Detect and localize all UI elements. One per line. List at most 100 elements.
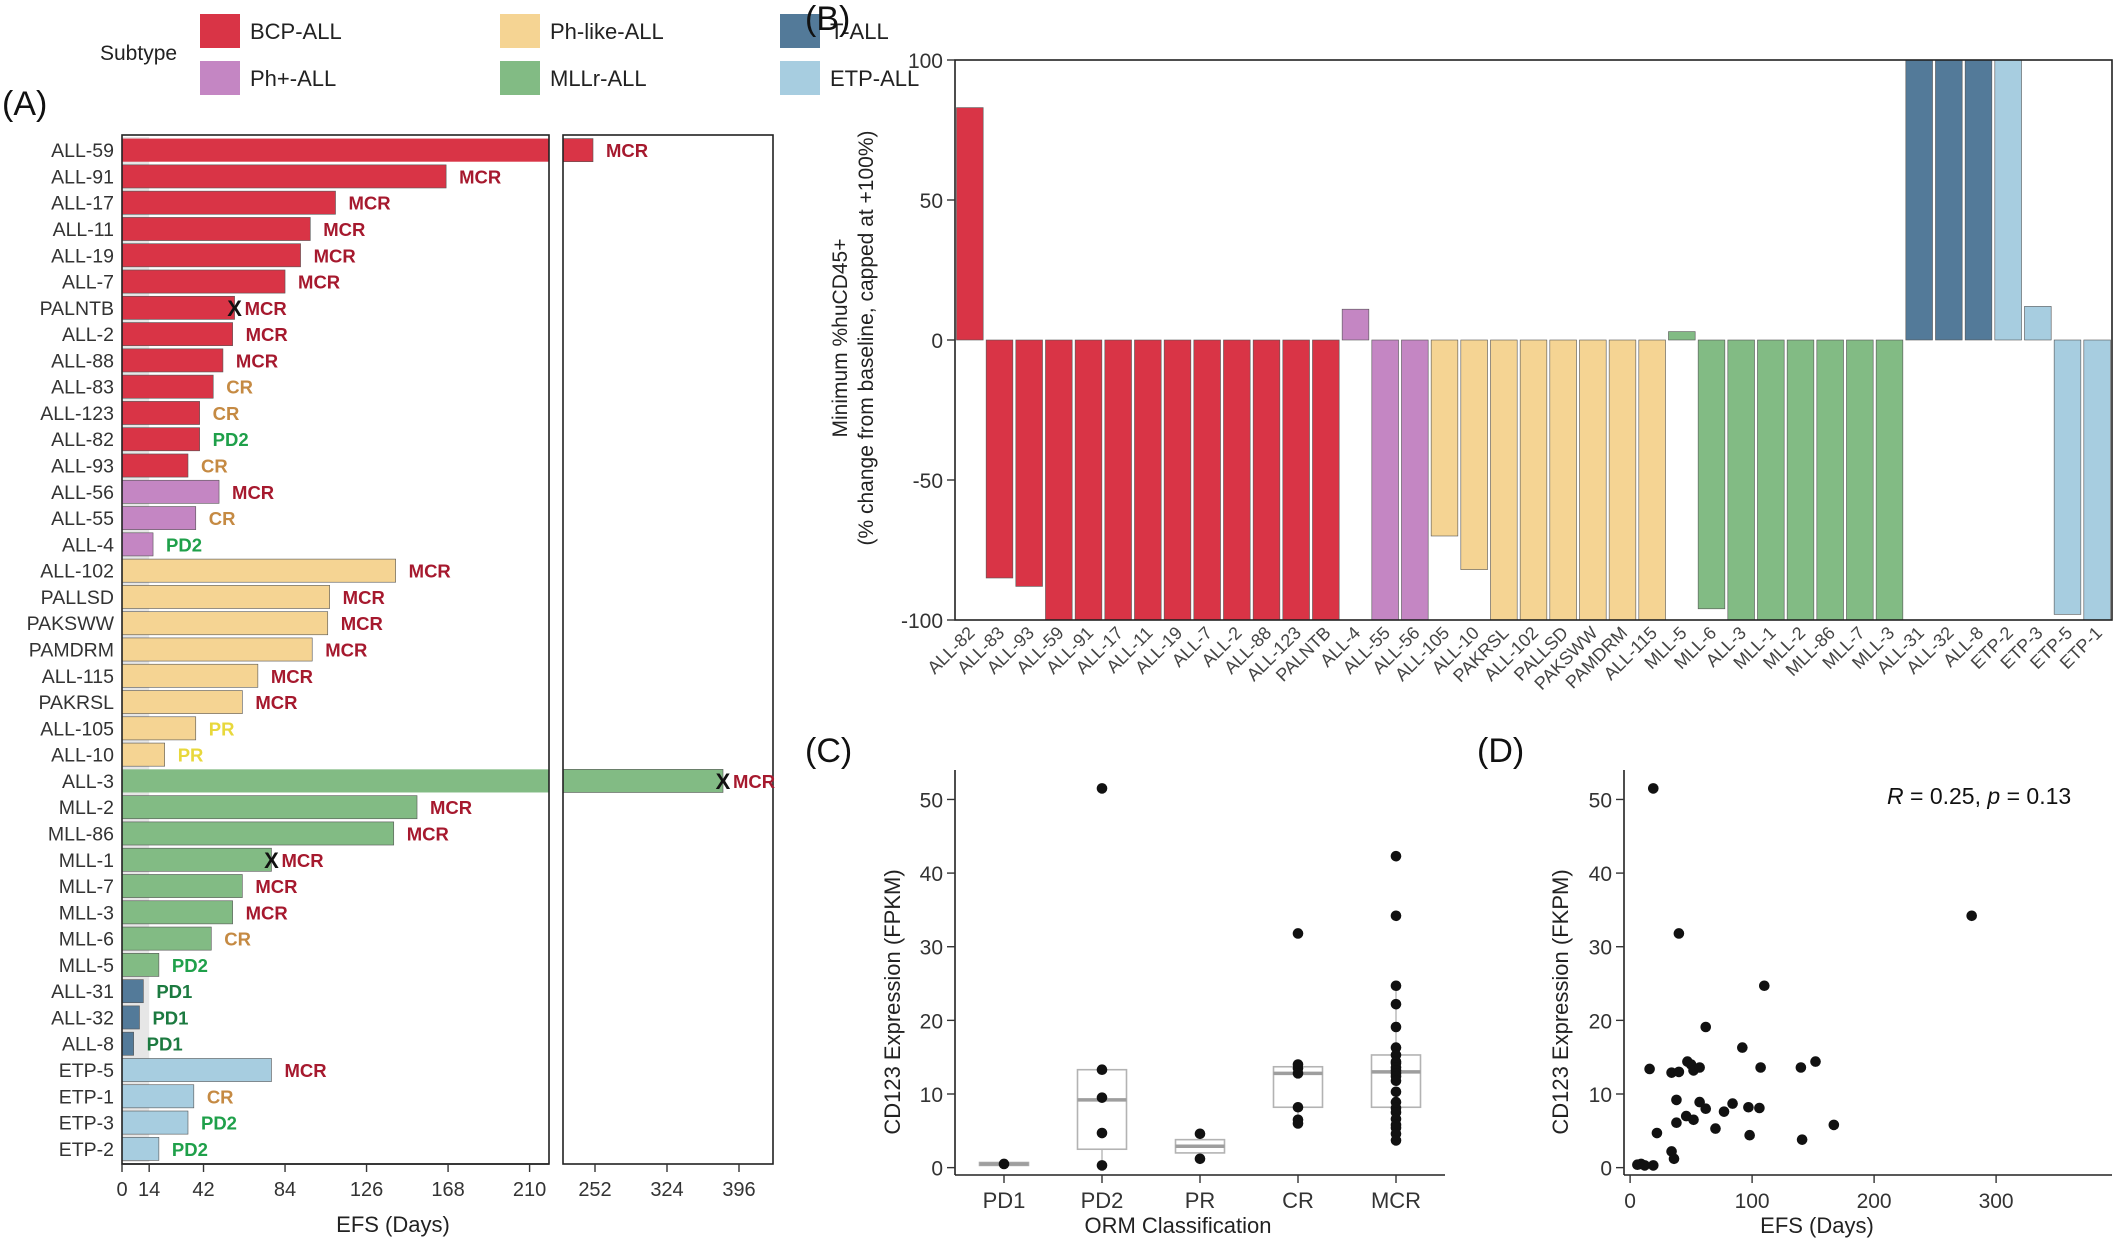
- panel-b-bar-all-31: [1905, 59, 1933, 341]
- panel-d-point-34: [1810, 1056, 1821, 1067]
- panel-b-bar-all-19: [1163, 339, 1192, 621]
- panel-a-bar-all-102: [121, 558, 396, 583]
- panel-c-point-mcr-1: [1390, 910, 1402, 922]
- panel-a-bar-etp-1: [121, 1084, 195, 1109]
- panel-a-bar-all-123: [121, 401, 200, 425]
- annotation-p: p: [1986, 783, 2000, 809]
- panel-a-bar-all-88: [121, 348, 224, 373]
- panel-c-boxplot: 0 10 20 30 40 50 PD1 PD2 PR CR MCR ORM Classificat…: [880, 770, 1445, 1238]
- panel-a-bar-all-82: [121, 427, 200, 452]
- panel-a-bar-all-10: [121, 742, 166, 767]
- panel-a-response-all-82: PD2: [213, 429, 249, 450]
- panel-a-bar-mll-7: [121, 874, 243, 898]
- panel-a-row-label-mll-1: MLL-1: [59, 850, 114, 872]
- panel-c-point-pr-0: [1194, 1128, 1206, 1140]
- panel-c-point-pd2-3: [1096, 1127, 1108, 1139]
- panel-a-row-label-all-8: ALL-8: [62, 1034, 114, 1056]
- panel-a-bar-all-115: [121, 663, 259, 688]
- panel-d-correlation-annotation: R = 0.25, p = 0.13: [1887, 783, 2071, 809]
- panel-a-response-all-88: MCR: [236, 350, 278, 371]
- panel-a-x-axis-title: EFS (Days): [336, 1212, 450, 1237]
- panel-a-row-label-mll-86: MLL-86: [48, 823, 114, 845]
- panel-a-bar-all-56: [121, 479, 220, 504]
- panel-b-bar-pallsd: [1549, 339, 1577, 621]
- panel-a-response-all-59: MCR: [606, 140, 648, 161]
- panel-a-row-label-all-2: ALL-2: [62, 324, 114, 346]
- panel-a-bar-all-105: [121, 716, 197, 741]
- panel-a-response-all-102: MCR: [409, 561, 451, 582]
- panel-b-bar-mll-86: [1816, 339, 1844, 621]
- panel-c-point-cr-0: [1292, 928, 1304, 939]
- panel-c-x-tick-label-cr: CR: [1282, 1188, 1314, 1213]
- panel-c-point-mcr-2: [1390, 980, 1402, 992]
- panel-d-point-11: [1671, 1117, 1682, 1129]
- panel-b-y-tick-label--50: -50: [913, 470, 943, 493]
- panel-c-point-mcr-14: [1390, 1086, 1402, 1098]
- panel-a-response-mll-6: CR: [224, 929, 251, 950]
- panel-a-bar-paksww: [121, 611, 329, 636]
- panel-d-point-26: [1737, 1042, 1748, 1053]
- panel-a-response-mll-3: MCR: [246, 902, 288, 923]
- panel-a-row-label-all-7: ALL-7: [62, 272, 114, 294]
- panel-a-row-label-pakrsl: PAKRSL: [38, 692, 114, 714]
- annotation-r: R: [1887, 783, 1904, 809]
- panel-a-row-label-mll-2: MLL-2: [59, 797, 114, 819]
- panel-d-point-23: [1710, 1123, 1721, 1134]
- panel-a-bar-mll-86: [121, 821, 395, 846]
- panel-a-response-all-8: PD1: [147, 1034, 183, 1055]
- panel-a-tick-label-14: 14: [138, 1179, 160, 1201]
- panel-a-response-all-31: PD1: [156, 981, 192, 1002]
- panel-d-point-29: [1754, 1102, 1765, 1114]
- panel-a-response-etp-3: PD2: [201, 1113, 237, 1134]
- panel-d-point-6: [1651, 1127, 1663, 1139]
- panel-a-response-all-4: PD2: [166, 534, 202, 555]
- panel-a-bar-all-83: [121, 374, 214, 399]
- panel-a-response-all-56: MCR: [232, 482, 274, 503]
- panel-c-x-tick-label-pd2: PD2: [1081, 1188, 1124, 1213]
- panel-a-frame-right: [562, 134, 774, 1165]
- panel-b-bar-palntb: [1312, 339, 1340, 621]
- panel-a-bar-all-11: [121, 217, 311, 241]
- panel-c-y-tick-label-10: 10: [920, 1084, 943, 1107]
- panel-a-response-mll-5: PD2: [172, 955, 208, 976]
- legend-title: Subtype: [100, 42, 177, 65]
- legend-swatch-ph-all: [200, 61, 240, 95]
- panel-a-bar-mll-6: [121, 926, 212, 951]
- panel-a-bar-palntb: [121, 295, 235, 320]
- panel-d-point-32: [1795, 1062, 1807, 1073]
- panel-b-bar-all-3: [1727, 339, 1755, 621]
- panel-c-point-mcr-3: [1390, 998, 1402, 1010]
- panel-b-bar-mll-6: [1697, 339, 1726, 610]
- panel-d-point-5: [1647, 783, 1659, 794]
- panel-a-row-label-etp-5: ETP-5: [59, 1060, 114, 1082]
- panel-a-response-all-17: MCR: [349, 193, 391, 214]
- panel-c-point-mcr-13: [1390, 1075, 1402, 1087]
- panel-a-row-label-all-123: ALL-123: [40, 403, 114, 425]
- panel-a-bar-pamdrm: [121, 637, 313, 662]
- panel-a-bar-all-19: [121, 243, 301, 268]
- panel-a-row-label-all-55: ALL-55: [51, 508, 114, 530]
- panel-c-x-tick-label-pr: PR: [1185, 1188, 1216, 1213]
- panel-d-x-tick-label-300: 300: [1979, 1190, 2014, 1213]
- panel-a-efs-bar-chart: ALL-59 MCR ALL-91 MCR ALL-17 MCR ALL-11 MCR ALL-…: [27, 134, 775, 1237]
- panel-d-point-12: [1673, 928, 1685, 939]
- panel-b-bar-all-56: [1401, 339, 1429, 621]
- panel-a-tick-label-126: 126: [350, 1179, 383, 1201]
- panel-a-response-all-115: MCR: [271, 666, 313, 687]
- panel-b-bar-all-4: [1341, 308, 1370, 341]
- panel-a-row-label-all-31: ALL-31: [51, 981, 114, 1003]
- annotation-p-value: = 0.13: [2000, 783, 2071, 809]
- panel-a-tick-label-252: 252: [578, 1179, 611, 1201]
- panel-a-row-label-all-56: ALL-56: [51, 482, 114, 504]
- panel-a-tick-label-84: 84: [274, 1179, 296, 1201]
- panel-c-point-pd2-4: [1096, 1160, 1108, 1171]
- panel-a-bar-all-91: [121, 164, 447, 189]
- panel-a-bar-all-32: [121, 1005, 140, 1030]
- panel-label-a: (A): [2, 85, 47, 123]
- panel-a-response-all-3: MCR: [733, 771, 775, 792]
- panel-a-row-label-mll-3: MLL-3: [59, 902, 114, 924]
- panel-b-y-tick-label-100: 100: [908, 50, 943, 73]
- panel-a-bar-all-8: [121, 1031, 134, 1056]
- panel-a-response-all-32: PD1: [152, 1007, 188, 1028]
- panel-a-event-marker-all-3: X: [716, 769, 731, 794]
